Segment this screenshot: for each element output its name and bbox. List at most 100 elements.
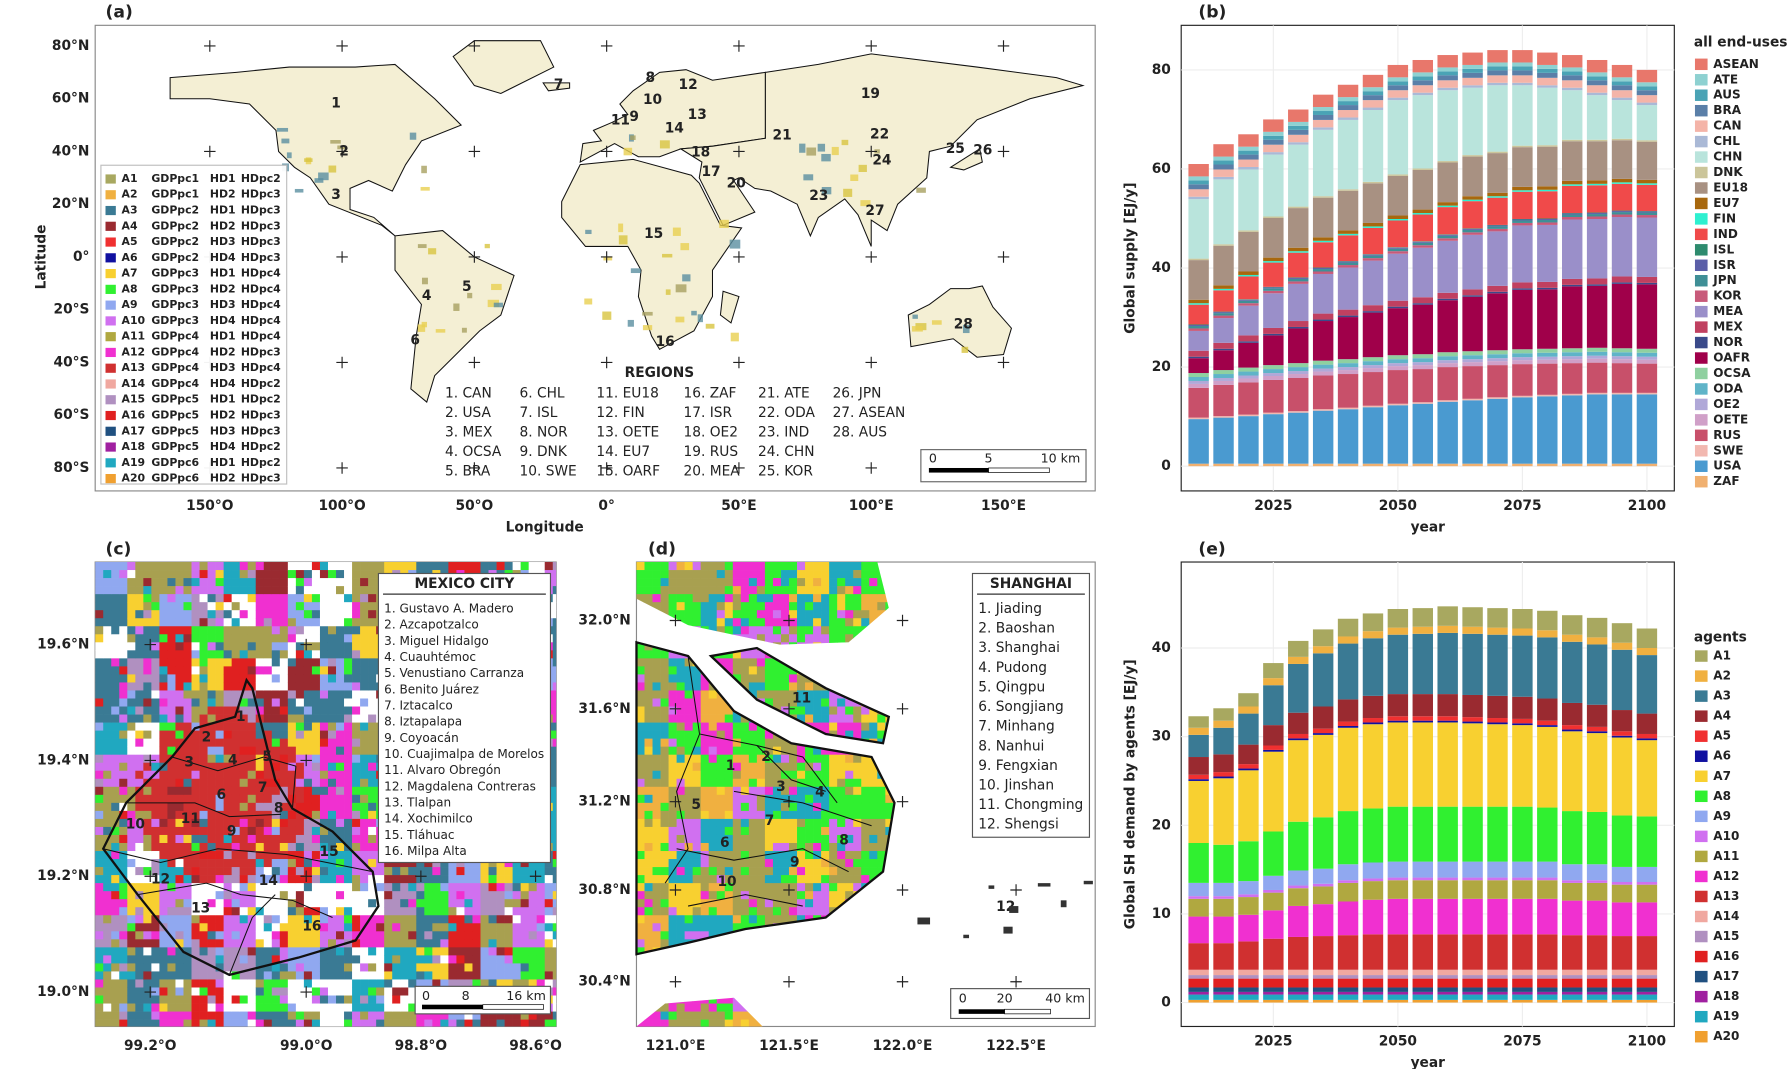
land-cell (95, 722, 104, 731)
land-cell (692, 706, 702, 715)
land-cell (303, 867, 313, 876)
land-cell (159, 586, 168, 595)
land-cell (788, 666, 798, 675)
land-cell (652, 770, 661, 780)
land-cell (440, 562, 449, 571)
land-cell (660, 570, 669, 579)
land-cell (303, 586, 313, 595)
land-cell (644, 899, 653, 908)
land-cell (287, 594, 297, 603)
land-cell (231, 971, 241, 980)
land-cell (231, 602, 241, 611)
land-cell (652, 826, 661, 836)
land-cell (740, 682, 750, 691)
land-cell (239, 714, 249, 723)
land-cell (239, 834, 249, 844)
land-cell (724, 818, 734, 828)
land-cell (336, 674, 345, 683)
land-cell (740, 786, 750, 796)
grid-cross (336, 356, 348, 369)
land-cell (788, 706, 798, 715)
region-list-item: 3. MEX (445, 424, 492, 440)
land-cell (788, 883, 798, 892)
land-cell (448, 875, 457, 884)
land-cell (191, 883, 200, 892)
land-cell (255, 923, 265, 932)
land-cell (660, 907, 669, 916)
land-cell (223, 818, 232, 828)
land-cell (287, 578, 297, 587)
legend-label: HDpc3 (241, 235, 281, 248)
land-cell (408, 562, 417, 571)
land-cell (344, 818, 353, 828)
land-cell (652, 810, 661, 820)
land-cell (207, 931, 216, 940)
land-cell (472, 899, 481, 908)
land-cell (536, 1019, 546, 1027)
land-cell (660, 722, 669, 731)
land-cell (239, 987, 249, 996)
land-cell (797, 626, 806, 635)
land-cell (231, 995, 241, 1004)
land-cell (368, 626, 377, 635)
land-cell (684, 698, 694, 707)
land-cell (652, 1011, 661, 1020)
land-cell (336, 594, 345, 603)
land-cell (135, 899, 144, 908)
land-cell (151, 738, 160, 748)
land-cell (255, 883, 265, 892)
land-cell (135, 939, 144, 948)
land-cell (352, 923, 361, 932)
land-cell (191, 971, 200, 980)
land-speckle (421, 277, 428, 285)
land-cell (408, 995, 417, 1004)
land-speckle (659, 140, 670, 149)
land-cell (119, 698, 128, 707)
land-cell (119, 907, 128, 916)
land-cell (636, 682, 645, 691)
land-cell (247, 730, 257, 739)
land-cell (676, 698, 685, 707)
grid-cross (468, 462, 481, 474)
land-cell (797, 698, 806, 707)
land-cell (135, 947, 144, 956)
land-cell (352, 762, 361, 772)
land-cell (271, 818, 281, 828)
land-cell (151, 971, 160, 980)
land-cell (199, 618, 208, 627)
land-cell (183, 963, 192, 972)
land-cell (504, 562, 513, 571)
land-cell (127, 586, 136, 595)
land-cell (151, 826, 160, 836)
land-cell (215, 578, 224, 587)
landmass (719, 290, 740, 324)
land-cell (368, 842, 377, 852)
land-cell (119, 666, 128, 675)
land-cell (668, 602, 677, 611)
land-cell (95, 746, 104, 756)
land-cell (287, 562, 297, 571)
land-cell (676, 802, 685, 812)
land-cell (772, 778, 782, 788)
land-cell (191, 947, 200, 956)
land-cell (496, 562, 505, 571)
region-list-item: 23. IND (758, 424, 809, 440)
land-cell (279, 586, 289, 595)
land-cell (700, 682, 710, 691)
land-cell (732, 626, 742, 635)
land-cell (159, 770, 168, 780)
land-cell (151, 907, 160, 916)
land-cell (360, 851, 369, 860)
land-cell (263, 594, 273, 603)
land-cell (279, 690, 289, 699)
land-cell (199, 923, 208, 932)
land-cell (724, 834, 734, 844)
land-cell (424, 907, 433, 916)
land-cell (676, 786, 685, 796)
land-cell (392, 979, 401, 988)
region-number: 13 (688, 107, 707, 123)
land-cell (668, 714, 677, 723)
land-cell (135, 778, 144, 788)
land-cell (448, 899, 457, 908)
